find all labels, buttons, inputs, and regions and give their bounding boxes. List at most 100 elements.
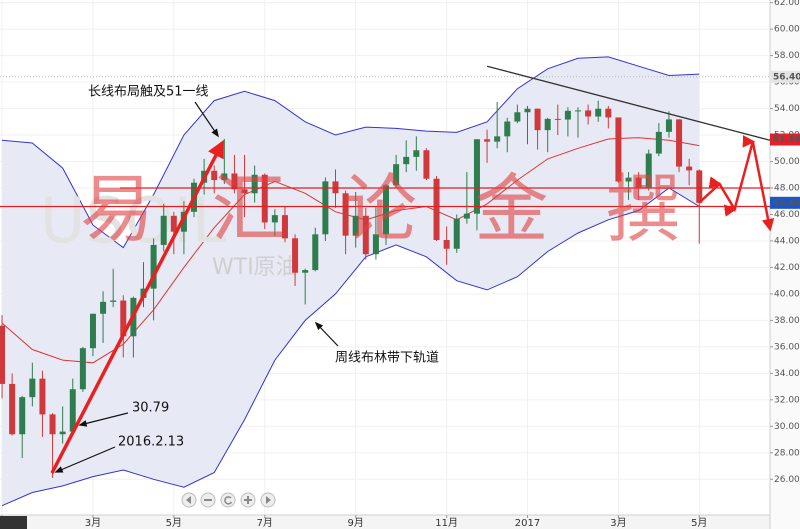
price-label-box: [770, 196, 800, 209]
candle-body: [362, 215, 369, 255]
candle-body: [211, 170, 218, 181]
y-tick-label: 58.00: [774, 51, 800, 61]
candle-body: [221, 173, 228, 181]
scroll-right-button[interactable]: [260, 492, 276, 508]
zoom-out-button[interactable]: [200, 492, 216, 508]
x-tick-label: 3月: [85, 517, 101, 529]
candle-body: [110, 300, 117, 302]
y-axis-area: [770, 0, 800, 529]
candle-body: [100, 301, 107, 314]
y-tick-label: 62.00: [774, 0, 800, 8]
y-tick-label: 36.00: [774, 342, 800, 352]
candle-body: [473, 139, 480, 214]
candle-body: [342, 193, 349, 236]
candle-body: [372, 234, 379, 255]
upper-band: [1, 56, 700, 249]
y-tick-label: 28.00: [774, 448, 800, 458]
candle-body: [585, 110, 592, 117]
zoom-in-button[interactable]: [240, 492, 256, 508]
candle-body: [322, 181, 329, 235]
candle-body: [413, 150, 420, 157]
x-axis-area: [0, 515, 770, 529]
x-tick-label: 5月: [166, 517, 182, 529]
y-tick-label: 44.00: [774, 236, 800, 246]
annotation-arrow: [78, 412, 129, 427]
price-label-box: [770, 133, 800, 146]
price-label: 51.66: [773, 135, 800, 145]
candle-body: [443, 240, 450, 249]
y-tick-label: 46.00: [774, 210, 800, 220]
annotation-arrow: [314, 321, 339, 347]
candle-body: [423, 150, 430, 179]
watermark-name: WTI原油: [212, 255, 298, 280]
candle-body: [241, 189, 248, 194]
candle-body: [484, 139, 491, 142]
candle-body: [534, 108, 541, 131]
x-tick-label: 2017: [515, 518, 540, 529]
price-label: 56.40: [773, 72, 800, 82]
candle-body: [89, 313, 96, 349]
candle-body: [514, 112, 521, 122]
y-tick-label: 30.00: [774, 422, 800, 432]
x-tick-label: 01-04: [0, 518, 28, 529]
candle-body: [160, 215, 167, 245]
candle-body: [9, 383, 16, 435]
candle-body: [393, 164, 400, 186]
candle-body: [332, 181, 339, 194]
y-tick-label: 50.00: [774, 157, 800, 167]
candle-body: [0, 325, 6, 384]
price-label: 46.88: [773, 198, 800, 208]
candle-body: [554, 118, 561, 120]
candle-body: [676, 119, 683, 167]
candle-body: [49, 414, 56, 435]
candle-body: [403, 156, 410, 165]
candle-body: [180, 211, 187, 232]
annotation-text: 30.79: [132, 401, 169, 416]
candle-body: [231, 173, 238, 190]
candle-body: [39, 378, 46, 415]
candle-body: [575, 110, 582, 112]
y-tick-label: 32.00: [774, 395, 800, 405]
annotation-text: 长线布局触及51一线: [88, 85, 209, 100]
y-tick-label: 40.00: [774, 289, 800, 299]
x-tick-label: 3月: [610, 517, 626, 529]
candle-body: [655, 131, 662, 154]
scroll-left-button[interactable]: [181, 492, 197, 508]
candle-body: [383, 185, 390, 235]
candle-body: [261, 174, 268, 223]
trendline: [486, 65, 771, 141]
candle-body: [615, 117, 622, 182]
y-tick-label: 48.00: [774, 183, 800, 193]
candle-body: [625, 177, 632, 182]
candle-body: [312, 234, 319, 271]
reset-button[interactable]: [220, 492, 236, 508]
candle-body: [69, 389, 76, 432]
candle-body: [524, 108, 531, 113]
lower-band: [1, 187, 700, 507]
candle-body: [635, 177, 642, 189]
nav-buttons: [181, 492, 276, 508]
y-tick-label: 34.00: [774, 369, 800, 379]
annotation-arrow: [54, 446, 116, 473]
candle-body: [463, 213, 470, 219]
y-tick-label: 60.00: [774, 25, 800, 35]
x-tick-label: 11月: [435, 517, 458, 529]
annotation-arrow: [194, 101, 219, 138]
x-tick-label: 7月: [257, 517, 273, 529]
candle-body: [433, 178, 440, 241]
forecast-arrow: [50, 139, 224, 474]
candle-body: [453, 218, 460, 249]
forecast-arrow: [698, 135, 775, 232]
x-tick-label: 5月: [691, 517, 707, 529]
price-label-box: [770, 70, 800, 83]
candle-body: [150, 244, 157, 289]
candle-body: [494, 136, 501, 142]
y-tick-label: 54.00: [774, 104, 800, 114]
candle-body: [120, 300, 127, 337]
candle-body: [292, 238, 299, 273]
x-tick-label: 9月: [348, 517, 364, 529]
candle-body: [79, 348, 86, 390]
y-tick-label: 42.00: [774, 263, 800, 273]
